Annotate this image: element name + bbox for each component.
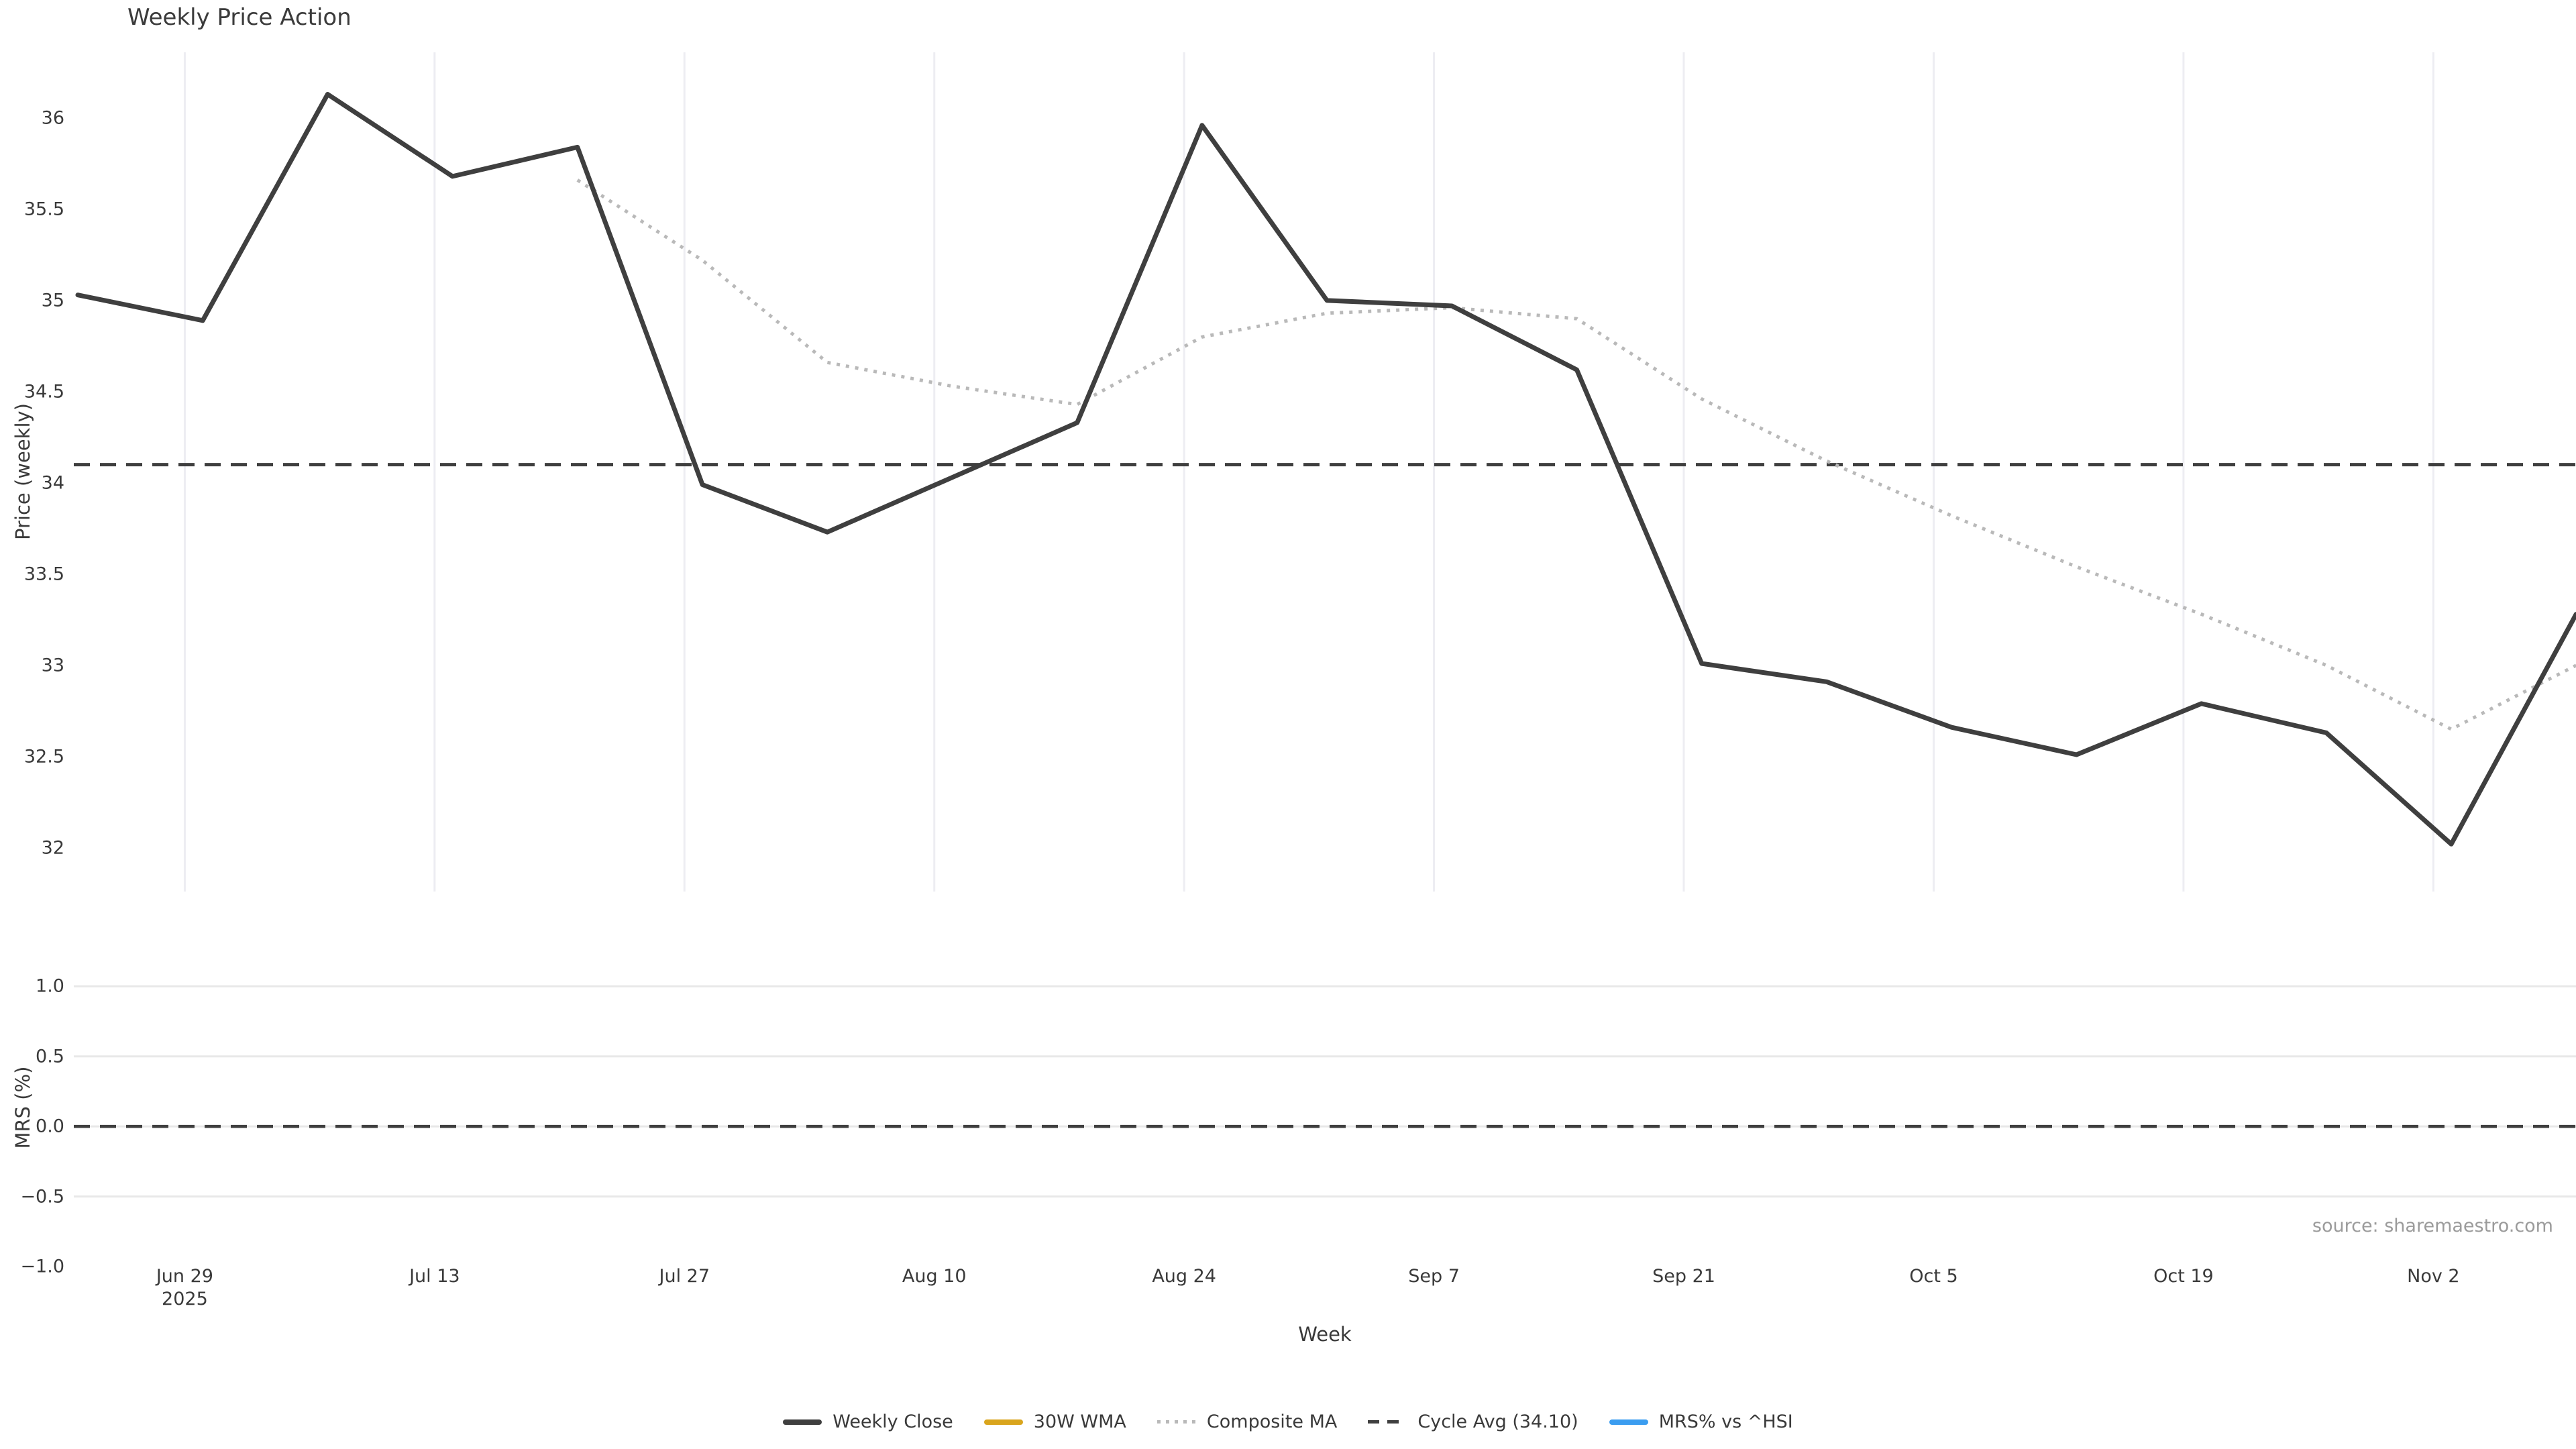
x-tick: Sep 7 bbox=[1408, 1266, 1460, 1287]
legend-label: MRS% vs ^HSI bbox=[1658, 1411, 1793, 1432]
x-tick: Aug 24 bbox=[1152, 1266, 1216, 1287]
legend-label: Weekly Close bbox=[833, 1411, 953, 1432]
legend-item-cycle-avg: Cycle Avg (34.10) bbox=[1368, 1411, 1578, 1432]
weekly-close-line-icon bbox=[783, 1419, 822, 1425]
price-y-tick: 34 bbox=[41, 472, 64, 494]
x-tick: Aug 10 bbox=[902, 1266, 967, 1287]
mrs-y-tick: −0.5 bbox=[20, 1186, 64, 1208]
legend-label: 30W WMA bbox=[1033, 1411, 1126, 1432]
x-tick: Jul 13 bbox=[409, 1266, 460, 1287]
price-y-tick: 35 bbox=[41, 290, 64, 311]
mrs-y-tick: 0.5 bbox=[36, 1046, 64, 1067]
x-tick: Oct 5 bbox=[1909, 1266, 1958, 1287]
x-tick: Jul 27 bbox=[659, 1266, 710, 1287]
chart-title: Weekly Price Action bbox=[127, 4, 352, 31]
composite-ma-line-icon bbox=[1157, 1420, 1196, 1424]
price-axis-label: Price (weekly) bbox=[11, 402, 34, 541]
mrs-line-icon bbox=[1609, 1419, 1648, 1425]
mrs-y-tick: 0.0 bbox=[36, 1116, 64, 1137]
legend-label: Composite MA bbox=[1206, 1411, 1338, 1432]
price-y-tick: 33.5 bbox=[23, 564, 64, 585]
price-y-tick: 34.5 bbox=[23, 381, 64, 402]
source-note: source: sharemaestro.com bbox=[2312, 1216, 2553, 1236]
mrs-y-tick: 1.0 bbox=[36, 975, 64, 997]
price-y-tick: 36 bbox=[41, 107, 64, 129]
legend-item-mrs: MRS% vs ^HSI bbox=[1609, 1411, 1793, 1432]
legend-item-composite-ma: Composite MA bbox=[1157, 1411, 1337, 1432]
x-tick: Nov 2 bbox=[2407, 1266, 2460, 1287]
composite-ma-series bbox=[576, 178, 2576, 731]
x-axis-label: Week bbox=[1298, 1323, 1352, 1346]
price-y-tick: 32.5 bbox=[23, 746, 64, 767]
legend-label: Cycle Avg (34.10) bbox=[1417, 1411, 1578, 1432]
price-y-tick: 35.5 bbox=[23, 199, 64, 220]
wma-line-icon bbox=[983, 1419, 1023, 1425]
mrs-y-tick: −1.0 bbox=[20, 1256, 64, 1277]
cycle-avg-line-icon bbox=[1368, 1420, 1407, 1424]
legend-item-30w-wma: 30W WMA bbox=[983, 1411, 1126, 1432]
x-tick: Jun 29 2025 bbox=[156, 1266, 213, 1309]
x-tick: Oct 19 bbox=[2153, 1266, 2214, 1287]
legend-item-weekly-close: Weekly Close bbox=[783, 1411, 953, 1432]
price-y-tick: 32 bbox=[41, 837, 64, 859]
weekly-close-series bbox=[75, 92, 2576, 847]
legend: Weekly Close 30W WMA Composite MA Cycle … bbox=[0, 1411, 2576, 1432]
x-tick: Sep 21 bbox=[1652, 1266, 1715, 1287]
price-y-tick: 33 bbox=[41, 655, 64, 676]
